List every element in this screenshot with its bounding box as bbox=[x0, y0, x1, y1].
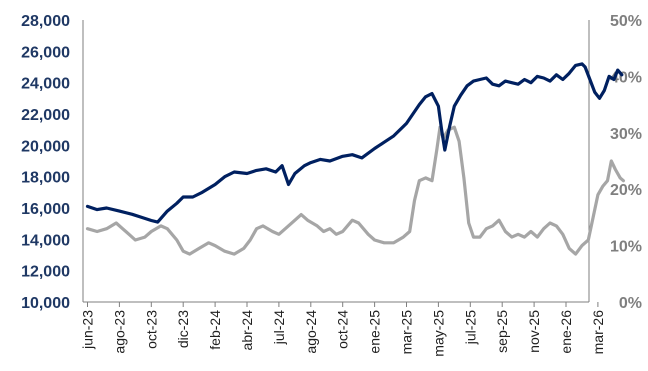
left-tick-label: 16,000 bbox=[21, 201, 70, 218]
left-tick-label: 28,000 bbox=[21, 13, 70, 30]
left-tick-label: 24,000 bbox=[21, 76, 70, 93]
x-tick-label: oct-23 bbox=[143, 310, 159, 349]
right-tick-label: 20% bbox=[610, 182, 642, 199]
x-tick-label: sep-25 bbox=[494, 310, 510, 353]
left-tick-label: 18,000 bbox=[21, 170, 70, 187]
x-tick-label: jul-25 bbox=[462, 310, 478, 345]
x-tick-label: ene-25 bbox=[367, 310, 383, 354]
x-axis-ticks: jun-23 ago-23 oct-23 dic-23 feb-24 abr-24 jul-… bbox=[80, 302, 606, 357]
left-tick-label: 22,000 bbox=[21, 107, 70, 124]
left-tick-label: 14,000 bbox=[21, 232, 70, 249]
x-tick-label: jun-23 bbox=[80, 310, 96, 350]
right-axis-ticks: 0%10%20%30%40%50% bbox=[610, 13, 642, 312]
right-tick-label: 50% bbox=[610, 13, 642, 30]
x-tick-label: abr-24 bbox=[239, 310, 255, 351]
right-tick-label: 10% bbox=[610, 239, 642, 256]
x-tick-label: jul-24 bbox=[271, 310, 287, 345]
left-axis-ticks: 10,000 12,000 14,000 16,000 18,000 20,000 22,0… bbox=[21, 13, 70, 312]
series-group bbox=[85, 62, 626, 256]
left-tick-label: 10,000 bbox=[21, 295, 70, 312]
x-tick-label: feb-24 bbox=[207, 310, 223, 350]
left-tick-label: 26,000 bbox=[21, 44, 70, 61]
right-tick-label: 30% bbox=[610, 126, 642, 143]
x-tick-label: ene-26 bbox=[558, 310, 574, 354]
series-line-left-axis bbox=[85, 62, 624, 224]
left-tick-label: 20,000 bbox=[21, 138, 70, 155]
series-line-right-axis bbox=[85, 125, 626, 256]
x-tick-label: oct-24 bbox=[335, 310, 351, 349]
x-tick-label: mar-25 bbox=[399, 310, 415, 355]
x-tick-label: may-25 bbox=[430, 310, 446, 357]
x-tick-label: ago-24 bbox=[303, 310, 319, 354]
x-tick-label: mar-26 bbox=[590, 310, 606, 355]
left-tick-label: 12,000 bbox=[21, 264, 70, 281]
x-tick-label: dic-23 bbox=[175, 310, 191, 348]
axes bbox=[82, 20, 590, 303]
x-tick-label: nov-25 bbox=[526, 310, 542, 353]
right-tick-label: 0% bbox=[619, 295, 642, 312]
x-tick-label: ago-23 bbox=[111, 310, 127, 354]
